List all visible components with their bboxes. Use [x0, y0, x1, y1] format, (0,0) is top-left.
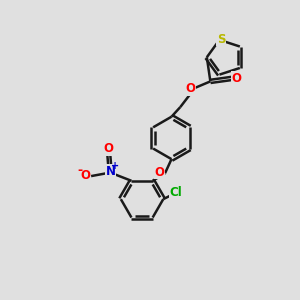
Text: O: O — [185, 82, 195, 95]
Text: +: + — [112, 161, 120, 171]
Text: O: O — [80, 169, 90, 182]
Text: Cl: Cl — [169, 186, 182, 199]
Text: O: O — [154, 166, 164, 178]
Text: N: N — [106, 165, 116, 178]
Text: O: O — [232, 72, 242, 85]
Text: O: O — [104, 142, 114, 155]
Text: S: S — [217, 33, 225, 46]
Text: -: - — [77, 164, 83, 177]
